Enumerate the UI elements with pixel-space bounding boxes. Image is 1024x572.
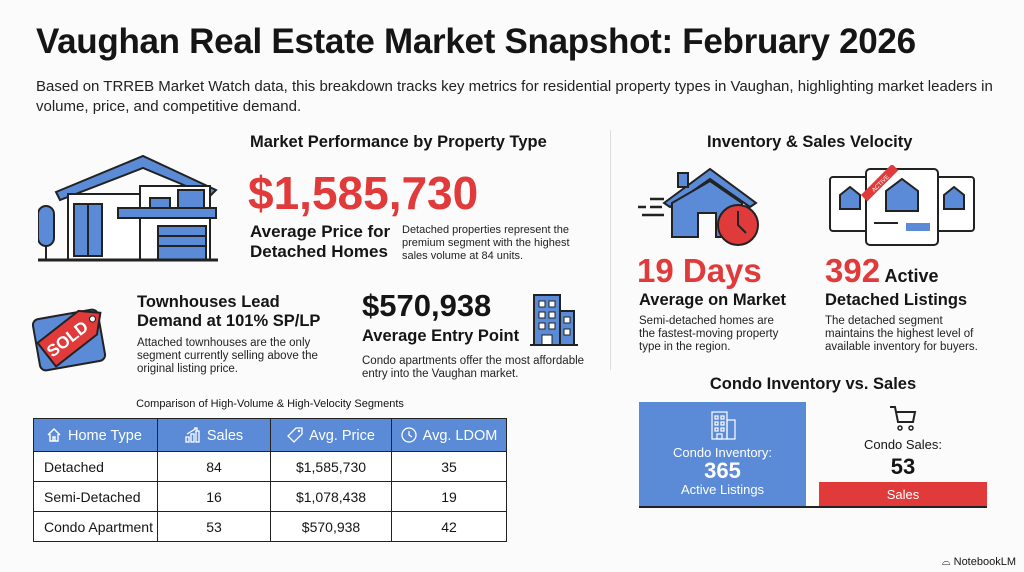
inventory-value: 365 xyxy=(704,458,741,483)
condo-price-value: $570,938 xyxy=(362,288,492,323)
shopping-cart-icon xyxy=(890,406,917,431)
table-row: Condo Apartment 53 $570,938 42 xyxy=(33,511,507,542)
cell: 16 xyxy=(157,481,271,512)
notebooklm-logo-icon: ⌓ xyxy=(941,556,954,568)
townhouse-title: Townhouses Lead Demand at 101% SP/LP xyxy=(137,293,321,330)
sales-label: Condo Sales: xyxy=(863,437,943,452)
notebooklm-branding: ⌓ NotebookLM xyxy=(941,556,1016,568)
cell: $1,585,730 xyxy=(270,451,392,482)
page-subtitle: Based on TRREB Market Watch data, this b… xyxy=(36,78,993,115)
condo-sales-bar: Sales xyxy=(819,482,987,507)
active-listings-value-group: 392 Active xyxy=(825,252,939,290)
condo-inventory-heading: Condo Inventory vs. Sales xyxy=(709,375,917,393)
market-performance-heading: Market Performance by Property Type xyxy=(250,133,547,151)
detached-price-label: Average Price for Detached Homes xyxy=(250,222,391,261)
inventory-label: Condo Inventory: xyxy=(672,445,772,460)
cell: $570,938 xyxy=(270,511,392,542)
detached-house-icon xyxy=(38,154,218,262)
listings-desc: The detached segment maintains the highe… xyxy=(825,315,978,353)
bar-chart-icon xyxy=(185,426,200,443)
condo-building-icon xyxy=(530,294,578,346)
chart-baseline xyxy=(639,506,987,508)
days-on-market-label: Average on Market xyxy=(639,291,787,309)
cell: 35 xyxy=(391,451,507,482)
cell: 53 xyxy=(157,511,271,542)
col-home-type[interactable]: Home Type xyxy=(33,418,158,452)
condo-desc: Condo apartments offer the most affordab… xyxy=(362,355,585,380)
clock-icon xyxy=(401,426,417,443)
condo-inventory-bar: Condo Inventory: 365 Active Listings xyxy=(639,402,806,507)
price-tag-icon xyxy=(287,426,303,443)
col-avg-price[interactable]: Avg. Price xyxy=(270,418,392,452)
cell: 84 xyxy=(157,451,271,482)
col-sales[interactable]: Sales xyxy=(157,418,271,452)
cell: $1,078,438 xyxy=(270,481,392,512)
active-listings-value: 392 xyxy=(825,252,881,289)
days-on-market-value: 19 Days xyxy=(637,252,762,289)
detached-desc: Detached properties represent the premiu… xyxy=(402,224,570,262)
table-row: Detached 84 $1,585,730 35 xyxy=(33,451,507,482)
section-divider xyxy=(610,130,611,370)
active-listings-label: Detached Listings xyxy=(825,291,968,309)
active-word: Active xyxy=(884,266,939,286)
active-listings-icon: ACTIVE xyxy=(829,165,975,246)
table-caption: Comparison of High-Volume & High-Velocit… xyxy=(136,398,404,410)
inventory-sub: Active Listings xyxy=(680,482,765,497)
inventory-velocity-heading: Inventory & Sales Velocity xyxy=(707,133,913,151)
days-desc: Semi-detached homes are the fastest-movi… xyxy=(639,315,779,353)
cell: Condo Apartment xyxy=(33,511,158,542)
condo-price-label: Average Entry Point xyxy=(362,327,520,345)
house-clock-icon xyxy=(638,167,759,246)
cell: Detached xyxy=(33,451,158,482)
sold-tag-icon: SOLD xyxy=(32,308,107,372)
table-row: Semi-Detached 16 $1,078,438 19 xyxy=(33,481,507,512)
building-icon xyxy=(710,411,736,440)
sales-value: 53 xyxy=(890,454,916,479)
detached-price-value: $1,585,730 xyxy=(248,167,479,219)
townhouse-desc: Attached townhouses are the only segment… xyxy=(137,337,318,375)
home-icon xyxy=(47,427,61,442)
cell: 19 xyxy=(391,481,507,512)
cell: 42 xyxy=(391,511,507,542)
page-title: Vaughan Real Estate Market Snapshot: Feb… xyxy=(36,22,916,61)
col-avg-ldom[interactable]: Avg. LDOM xyxy=(391,418,507,452)
cell: Semi-Detached xyxy=(33,481,158,512)
comparison-table: Home Type Sales Avg. Price Avg. LDOM Det… xyxy=(33,418,507,542)
